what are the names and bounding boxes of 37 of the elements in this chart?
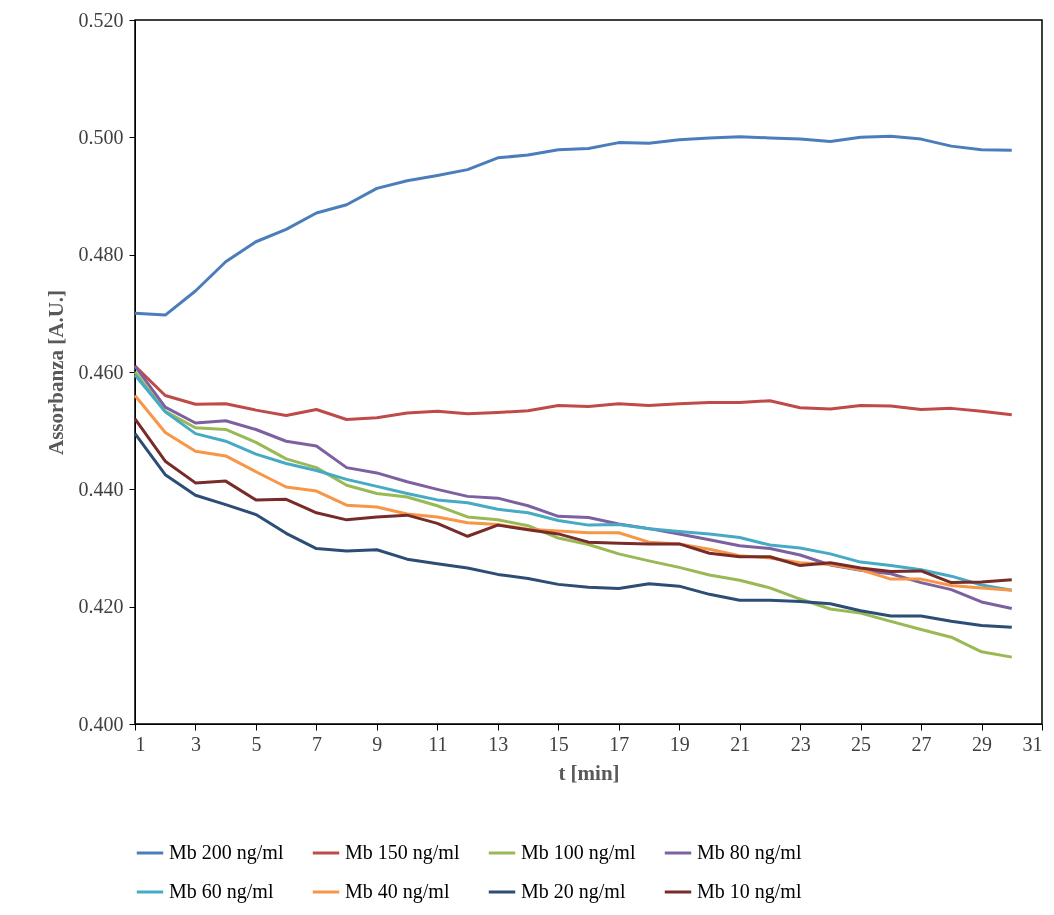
y-tick-label: 0.420 [78, 595, 124, 618]
y-tick-label: 0.460 [78, 360, 124, 383]
legend-label: Mb 200 ng/ml [169, 841, 284, 864]
x-tick-label: 27 [911, 732, 932, 755]
line-series [133, 417, 1014, 585]
legend-label: Mb 40 ng/ml [345, 880, 450, 903]
y-tick-label: 0.500 [78, 125, 124, 148]
y-tick-label: 0.440 [78, 477, 124, 500]
legend-label: Mb 80 ng/ml [697, 841, 802, 864]
x-tick-label: 5 [251, 732, 262, 755]
legend-label: Mb 150 ng/ml [345, 841, 460, 864]
x-tick-label: 13 [488, 732, 509, 755]
y-tick-label: 0.520 [78, 8, 124, 31]
x-tick-label: 1 [135, 732, 146, 755]
line-series [133, 134, 1014, 317]
legend-label: Mb 100 ng/ml [521, 841, 636, 864]
x-tick-label: 21 [730, 732, 751, 755]
x-tick-label: 15 [548, 732, 569, 755]
x-tick-label: 31 [1022, 732, 1043, 755]
x-tick-label: 11 [428, 732, 448, 755]
line-series [133, 432, 1014, 629]
x-tick-label: 7 [311, 732, 322, 755]
legend-label: Mb 60 ng/ml [169, 880, 274, 903]
y-tick-label: 0.400 [78, 712, 124, 735]
x-tick-label: 17 [609, 732, 630, 755]
x-tick-label: 29 [972, 732, 993, 755]
x-tick-label: 23 [790, 732, 811, 755]
x-tick-label: 19 [669, 732, 690, 755]
legend-label: Mb 10 ng/ml [697, 880, 802, 903]
x-tick-label: 25 [851, 732, 872, 755]
x-tick-label: 3 [190, 732, 201, 755]
y-tick-label: 0.480 [78, 243, 124, 266]
x-tick-label: 9 [372, 732, 383, 755]
y-axis-title: Assorbanza [A.U.] [43, 289, 68, 456]
line-series [133, 370, 1014, 659]
legend-label: Mb 20 ng/ml [521, 880, 626, 903]
x-axis-title: t [min] [558, 760, 620, 785]
